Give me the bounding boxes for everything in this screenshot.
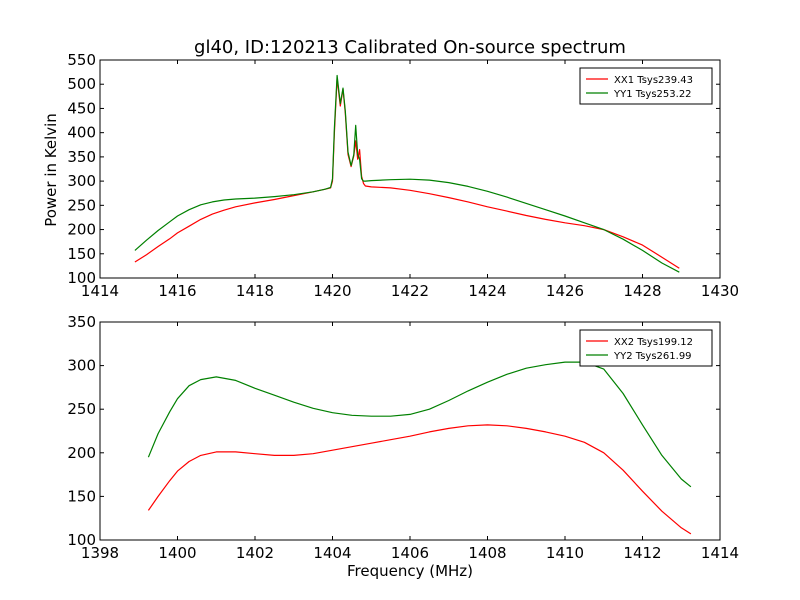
legend-box <box>579 67 713 105</box>
x-tick-label: 1424 <box>468 282 506 300</box>
x-tick-label: 1402 <box>236 544 274 562</box>
x-tick-label: 1414 <box>701 544 739 562</box>
chart-title: gl40, ID:120213 Calibrated On-source spe… <box>194 37 626 58</box>
y-tick-label: 350 <box>67 313 96 331</box>
y-tick-label: 300 <box>67 357 96 375</box>
y-tick-label: 300 <box>67 172 96 190</box>
x-tick-label: 1398 <box>81 544 119 562</box>
y-tick-label: 250 <box>67 400 96 418</box>
x-tick-label: 1400 <box>158 544 196 562</box>
legend-label: XX2 Tsys199.12 <box>614 337 693 348</box>
y-tick-label: 150 <box>67 245 96 263</box>
series-line-xx <box>147 424 692 535</box>
x-axis-label: Frequency (MHz) <box>347 562 473 580</box>
bottom-spectrum-panel: 1398 1400 1402 1404 1406 1408 1410 1412 1414 100 1… <box>67 313 739 562</box>
x-tick-label: 1420 <box>313 282 351 300</box>
y-tick-label: 150 <box>67 487 96 505</box>
y-tick-label: 100 <box>67 531 96 549</box>
series-line-yy <box>147 361 692 488</box>
legend-label: YY1 Tsys253.22 <box>613 89 692 100</box>
x-tick-label: 1428 <box>623 282 661 300</box>
y-tick-label: 200 <box>67 221 96 239</box>
legend: XX1 Tsys239.43 YY1 Tsys253.22 <box>579 67 713 105</box>
x-tick-label: 1426 <box>546 282 584 300</box>
x-tick-label: 1408 <box>468 544 506 562</box>
y-tick-label: 200 <box>67 444 96 462</box>
x-tick-label: 1430 <box>701 282 739 300</box>
x-tick-label: 1410 <box>546 544 584 562</box>
x-tick-label: 1406 <box>391 544 429 562</box>
x-tick-label: 1404 <box>313 544 351 562</box>
y-tick-label: 450 <box>67 99 96 117</box>
legend-label: XX1 Tsys239.43 <box>614 75 693 86</box>
legend-label: YY2 Tsys261.99 <box>613 351 692 362</box>
y-axis-label-top: Power in Kelvin <box>42 113 60 227</box>
y-tick-label: 500 <box>67 75 96 93</box>
legend: XX2 Tsys199.12 YY2 Tsys261.99 <box>579 329 713 367</box>
series-group <box>147 361 692 535</box>
series-group <box>134 74 680 273</box>
x-tick-label: 1414 <box>81 282 119 300</box>
y-tick-label: 250 <box>67 196 96 214</box>
y-tick-label: 550 <box>67 51 96 69</box>
y-tick-label: 100 <box>67 269 96 287</box>
x-tick-label: 1422 <box>391 282 429 300</box>
y-tick-label: 350 <box>67 148 96 166</box>
x-tick-label: 1412 <box>623 544 661 562</box>
x-tick-label: 1416 <box>158 282 196 300</box>
series-line-yy <box>134 74 680 273</box>
legend-box <box>579 329 713 367</box>
top-spectrum-panel: 1414 1416 1418 1420 1422 1424 1426 1428 1430 100 1… <box>67 51 739 300</box>
y-tick-label: 400 <box>67 124 96 142</box>
x-tick-label: 1418 <box>236 282 274 300</box>
